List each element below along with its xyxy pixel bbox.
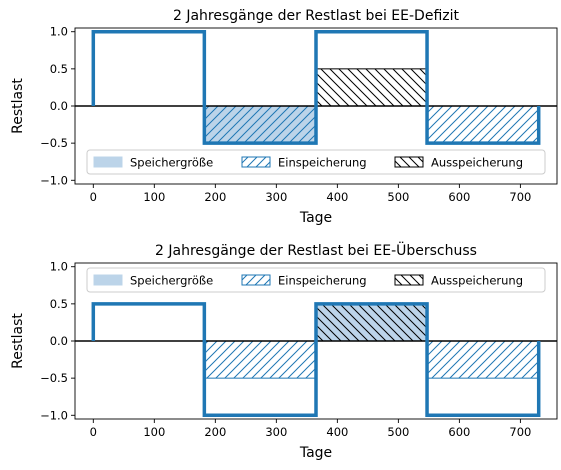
- series-line: [91, 302, 541, 418]
- x-tick-label: 600: [448, 425, 470, 439]
- x-tick-label: 0: [90, 190, 97, 204]
- legend-label-storage: Speichergröße: [130, 274, 213, 288]
- region-charge: [426, 340, 540, 379]
- legend-label-charge: Einspeicherung: [278, 156, 367, 170]
- y-axis-label: Restlast: [10, 78, 26, 134]
- y-tick-label: 1.0: [50, 260, 68, 274]
- legend-swatch-storage: [93, 156, 123, 168]
- legend-box: [86, 267, 546, 293]
- legend-swatch-discharge: [394, 274, 424, 286]
- legend: Speichergröße Einspeicherung Ausspeicherun…: [86, 267, 546, 293]
- region-discharge: [315, 68, 428, 107]
- chart-title: 2 Jahresgänge der Restlast bei EE-Übersc…: [155, 241, 477, 259]
- legend-label-storage: Speichergröße: [130, 156, 213, 170]
- x-axis-label: Tage: [299, 210, 332, 226]
- y-tick-label: 0.5: [50, 297, 68, 311]
- x-tick-label: 700: [509, 425, 531, 439]
- x-tick-label: 400: [326, 425, 348, 439]
- x-tick-label: 100: [143, 190, 165, 204]
- legend: Speichergröße Einspeicherung Ausspeicherun…: [86, 149, 546, 175]
- series-line: [91, 29, 541, 145]
- region-charge: [203, 340, 317, 379]
- legend-box: [86, 149, 546, 175]
- x-tick-label: 500: [387, 425, 409, 439]
- x-tick-label: 700: [509, 190, 531, 204]
- region-discharge: [315, 303, 428, 342]
- region-charge: [203, 105, 317, 144]
- y-tick-label: 0.0: [50, 99, 68, 113]
- legend-label-discharge: Ausspeicherung: [431, 156, 523, 170]
- chart-panel-2: 2 Jahresgänge der Restlast bei EE-Übersc…: [10, 241, 558, 461]
- x-tick-label: 200: [204, 190, 226, 204]
- x-tick-label: 0: [90, 425, 97, 439]
- x-tick-label: 600: [448, 190, 470, 204]
- legend-swatch-storage: [93, 274, 123, 286]
- x-tick-label: 200: [204, 425, 226, 439]
- y-tick-label: −0.5: [40, 136, 68, 150]
- y-tick-label: −1.0: [40, 408, 68, 422]
- y-tick-label: 0.5: [50, 62, 68, 76]
- legend-label-charge: Einspeicherung: [278, 274, 367, 288]
- y-tick-label: −0.5: [40, 371, 68, 385]
- x-tick-label: 500: [387, 190, 409, 204]
- x-tick-label: 400: [326, 190, 348, 204]
- y-tick-label: −1.0: [40, 173, 68, 187]
- y-axis-label: Restlast: [10, 313, 26, 369]
- legend-swatch-charge: [241, 156, 271, 168]
- chart-panel-1: 2 Jahresgänge der Restlast bei EE-Defizi…: [10, 8, 558, 226]
- y-tick-label: 0.0: [50, 334, 68, 348]
- legend-swatch-discharge: [394, 156, 424, 168]
- y-tick-label: 1.0: [50, 25, 68, 39]
- region-charge: [426, 105, 540, 144]
- legend-swatch-charge: [241, 274, 271, 286]
- regions: [203, 68, 540, 144]
- chart-title: 2 Jahresgänge der Restlast bei EE-Defizi…: [173, 8, 460, 24]
- x-tick-label: 100: [143, 425, 165, 439]
- x-tick-label: 300: [265, 190, 287, 204]
- legend-label-discharge: Ausspeicherung: [431, 274, 523, 288]
- x-axis-label: Tage: [299, 445, 332, 461]
- x-tick-label: 300: [265, 425, 287, 439]
